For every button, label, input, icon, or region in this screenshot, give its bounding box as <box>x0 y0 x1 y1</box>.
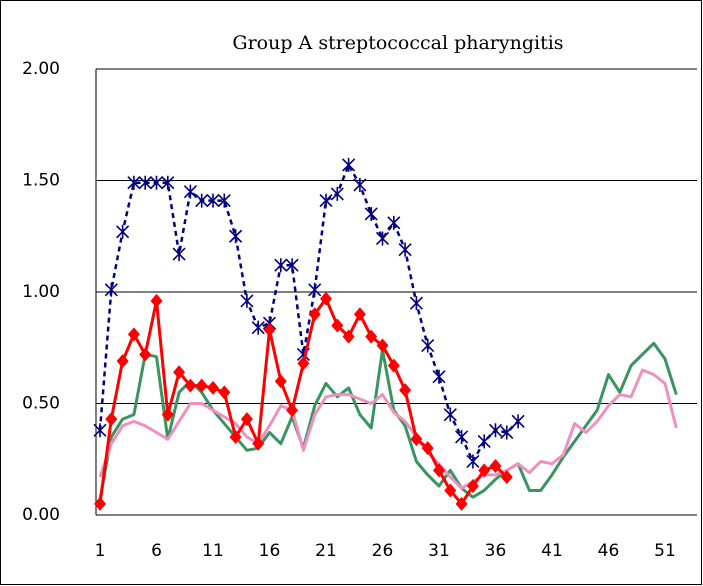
asterisk-marker <box>251 320 265 335</box>
diamond-marker <box>229 429 242 444</box>
asterisk-marker <box>421 338 435 353</box>
diamond-marker <box>365 329 378 344</box>
diamond-marker <box>500 470 513 485</box>
diamond-marker <box>376 338 389 353</box>
diamond-marker <box>489 458 502 473</box>
diamond-marker <box>184 378 197 393</box>
asterisk-marker <box>127 175 141 190</box>
asterisk-marker <box>409 296 423 311</box>
diamond-marker <box>105 412 118 427</box>
asterisk-marker <box>217 193 231 208</box>
x-tick-label: 31 <box>428 541 450 561</box>
x-tick-label: 26 <box>372 541 394 561</box>
asterisk-marker <box>375 231 390 246</box>
asterisk-marker <box>149 175 164 190</box>
asterisk-marker <box>443 407 457 422</box>
x-tick-label: 41 <box>541 541 563 561</box>
diamond-marker <box>150 293 163 308</box>
diamond-marker <box>410 432 423 447</box>
diamond-marker <box>320 291 332 306</box>
diamond-marker <box>433 463 445 478</box>
x-tick-label: 46 <box>598 541 620 561</box>
asterisk-marker <box>206 193 220 208</box>
diamond-marker <box>195 378 208 393</box>
y-tick-label: 0.00 <box>22 505 60 525</box>
diamond-marker <box>399 383 412 398</box>
asterisk-marker <box>183 184 197 199</box>
diamond-marker <box>308 307 321 322</box>
asterisk-marker <box>353 177 367 192</box>
diamond-marker <box>240 412 253 427</box>
diamond-marker <box>297 356 310 371</box>
x-tick-label: 21 <box>315 541 337 561</box>
x-tick-label: 6 <box>151 541 162 561</box>
asterisk-marker <box>274 258 288 273</box>
y-tick-label: 0.50 <box>22 394 60 414</box>
diamond-marker <box>331 318 344 333</box>
asterisk-marker <box>342 157 356 172</box>
x-tick-label: 1 <box>95 541 106 561</box>
asterisk-marker <box>466 454 480 469</box>
diamond-marker <box>353 307 366 322</box>
asterisk-marker <box>93 423 107 438</box>
asterisk-marker <box>195 193 209 208</box>
diamond-marker <box>161 407 174 422</box>
diamond-marker <box>466 479 479 494</box>
asterisk-marker <box>477 434 491 449</box>
diamond-marker <box>421 441 434 456</box>
asterisk-marker <box>488 423 503 438</box>
asterisk-marker <box>500 425 514 440</box>
series-line <box>98 368 678 490</box>
y-tick-label: 2.00 <box>22 59 60 79</box>
asterisk-marker <box>364 206 378 221</box>
asterisk-marker <box>240 293 254 308</box>
diamond-marker <box>218 385 231 400</box>
diamond-marker <box>478 463 491 478</box>
asterisk-marker <box>308 282 322 297</box>
diamond-marker <box>127 327 140 342</box>
series-line <box>98 163 519 463</box>
asterisk-marker <box>387 215 401 230</box>
x-tick-label: 36 <box>485 541 507 561</box>
chart-title: Group A streptococcal pharyngitis <box>232 32 563 54</box>
asterisk-marker <box>229 229 243 244</box>
diamond-marker <box>387 358 400 373</box>
asterisk-marker <box>398 242 412 257</box>
y-tick-label: 1.00 <box>22 282 60 302</box>
diamond-marker <box>173 365 186 380</box>
asterisk-marker <box>104 282 118 297</box>
asterisk-marker <box>319 193 333 208</box>
diamond-marker <box>263 322 276 337</box>
diamond-marker <box>207 380 219 395</box>
asterisk-marker <box>161 175 175 190</box>
y-tick-label: 1.50 <box>22 171 60 191</box>
diamond-marker <box>455 496 468 511</box>
asterisk-marker <box>511 414 525 429</box>
asterisk-marker <box>285 258 299 273</box>
diamond-marker <box>139 347 152 362</box>
asterisk-marker <box>172 247 186 262</box>
x-tick-label: 51 <box>654 541 676 561</box>
diamond-marker <box>342 329 355 344</box>
asterisk-marker <box>116 224 130 239</box>
x-tick-label: 11 <box>202 541 224 561</box>
diamond-marker <box>444 483 457 498</box>
diamond-marker <box>116 354 129 369</box>
diamond-marker <box>252 436 265 451</box>
diamond-marker <box>274 374 287 389</box>
asterisk-marker <box>432 369 446 384</box>
asterisk-marker <box>330 186 344 201</box>
asterisk-marker <box>455 429 469 444</box>
diamond-marker <box>94 496 106 511</box>
asterisk-marker <box>138 175 152 190</box>
diamond-marker <box>286 403 299 418</box>
x-tick-label: 16 <box>259 541 281 561</box>
